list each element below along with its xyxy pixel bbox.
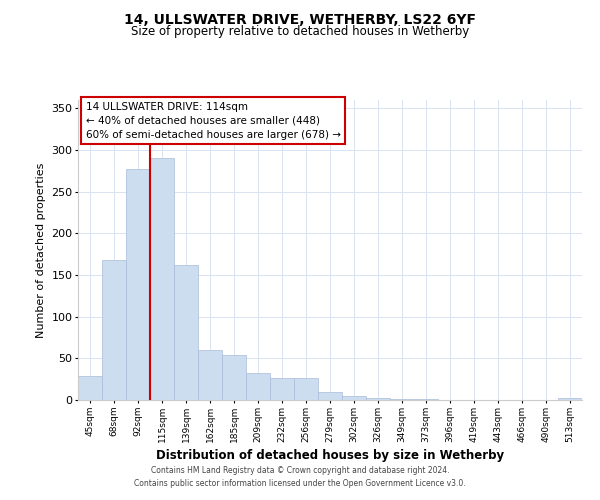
Text: 14 ULLSWATER DRIVE: 114sqm
← 40% of detached houses are smaller (448)
60% of sem: 14 ULLSWATER DRIVE: 114sqm ← 40% of deta… [86,102,341,140]
Bar [414,399,438,400]
Bar [246,372,270,400]
Bar [174,265,198,400]
Bar [102,260,126,400]
Bar [198,350,222,400]
Bar [342,396,366,400]
Bar [270,378,294,400]
Bar [558,398,582,400]
Bar [222,355,246,400]
Bar [150,158,174,400]
Bar [294,378,318,400]
Bar [126,169,150,400]
Bar [318,392,342,400]
Text: Contains HM Land Registry data © Crown copyright and database right 2024.
Contai: Contains HM Land Registry data © Crown c… [134,466,466,487]
Text: Size of property relative to detached houses in Wetherby: Size of property relative to detached ho… [131,25,469,38]
Bar [78,376,102,400]
X-axis label: Distribution of detached houses by size in Wetherby: Distribution of detached houses by size … [156,449,504,462]
Y-axis label: Number of detached properties: Number of detached properties [36,162,46,338]
Bar [366,398,390,400]
Bar [390,399,414,400]
Text: 14, ULLSWATER DRIVE, WETHERBY, LS22 6YF: 14, ULLSWATER DRIVE, WETHERBY, LS22 6YF [124,12,476,26]
